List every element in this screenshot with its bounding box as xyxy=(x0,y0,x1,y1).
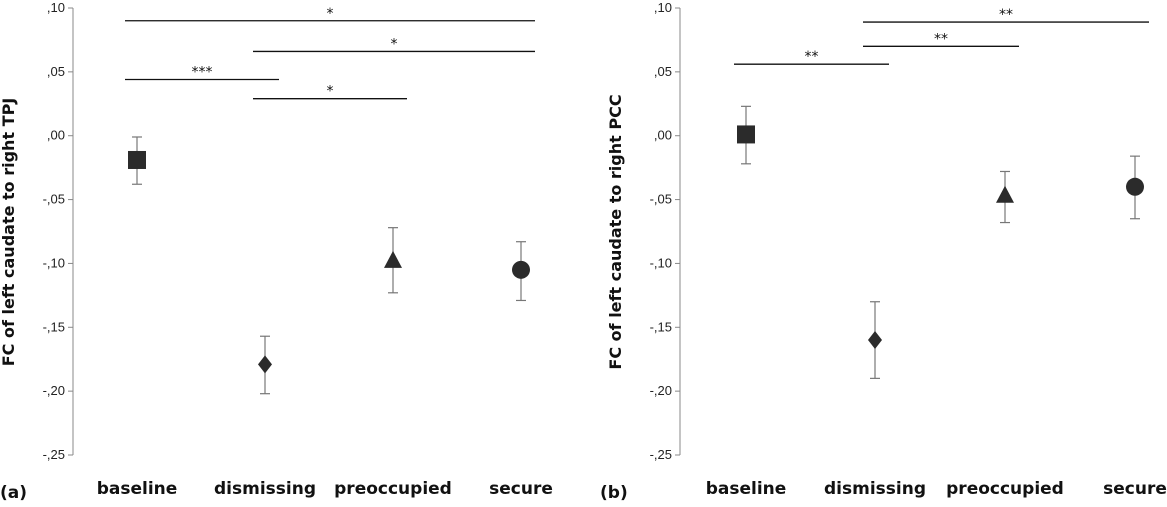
y-tick-label: ,10 xyxy=(654,0,672,15)
y-tick-label: -,05 xyxy=(43,192,65,207)
significance-label: * xyxy=(327,6,334,22)
y-tick-label: -,25 xyxy=(650,447,672,462)
y-tick-label: ,05 xyxy=(654,64,672,79)
significance-label: * xyxy=(327,84,334,100)
category-label: dismissing xyxy=(824,479,926,499)
category-label: baseline xyxy=(97,479,178,499)
category-label: secure xyxy=(1103,479,1167,499)
panel-a: ,10 ,05 ,00 -,05 -,10 -,15 -,20 -,25 FC of left … xyxy=(0,0,553,503)
y-tick-label: -,20 xyxy=(650,383,672,398)
y-tick-label: -,10 xyxy=(650,255,672,270)
y-tick-label: ,05 xyxy=(47,64,65,79)
y-tick-label: -,05 xyxy=(650,192,672,207)
data-point-diamond xyxy=(868,331,882,350)
panel-label: (b) xyxy=(600,483,628,503)
data-point-square xyxy=(128,150,146,169)
y-tick-label: -,25 xyxy=(43,447,65,462)
y-tick-label: ,00 xyxy=(47,128,65,143)
panel-label: (a) xyxy=(0,483,27,503)
y-tick-label: ,00 xyxy=(654,128,672,143)
significance-label: ** xyxy=(999,7,1013,23)
y-axis-label: FC of left caudate to right PCC xyxy=(606,94,625,369)
category-label: dismissing xyxy=(214,479,316,499)
y-tick-label: -,15 xyxy=(43,319,65,334)
y-tick-label: -,10 xyxy=(43,255,65,270)
category-label: secure xyxy=(489,479,553,499)
data-point-square xyxy=(737,125,755,144)
y-tick-label: -,15 xyxy=(650,319,672,334)
significance-label: * xyxy=(391,36,398,52)
significance-label: ** xyxy=(805,49,819,65)
category-label: preoccupied xyxy=(946,479,1064,499)
category-label: baseline xyxy=(706,479,787,499)
panel-b: ,10 ,05 ,00 -,05 -,10 -,15 -,20 -,25 FC of left … xyxy=(600,0,1167,503)
data-point-circle xyxy=(1126,177,1144,196)
y-tick-label: ,10 xyxy=(47,0,65,15)
data-point-triangle xyxy=(384,250,402,268)
category-label: preoccupied xyxy=(334,479,452,499)
data-point-circle xyxy=(512,260,530,279)
y-axis-label: FC of left caudate to right TPJ xyxy=(0,98,18,367)
significance-label: ** xyxy=(934,31,948,47)
data-point-triangle xyxy=(996,185,1014,203)
y-tick-label: -,20 xyxy=(43,383,65,398)
data-point-diamond xyxy=(258,355,272,374)
significance-label: *** xyxy=(192,65,213,81)
